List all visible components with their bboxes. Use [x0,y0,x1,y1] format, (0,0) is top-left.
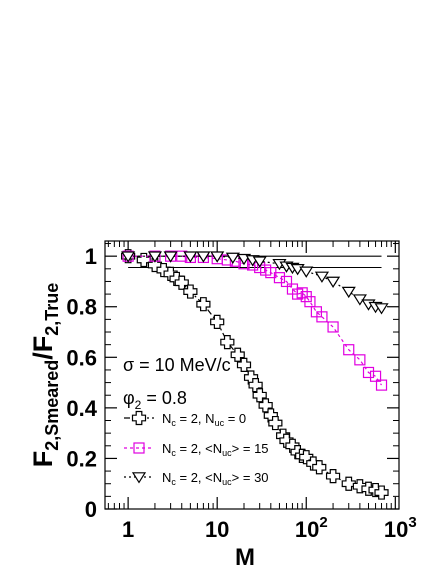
series-layer [121,249,389,500]
cross-point [312,460,327,475]
legend-label: Nc = 2, Nuc = 0 [162,411,246,428]
triangle-point [299,266,314,278]
y-tick-label: 0 [85,497,97,522]
cross-point [236,357,252,372]
square-point [273,272,286,284]
legend: Nc = 2, Nuc = 0 Nc = 2, <Nuc> = 15 Nc = 2,… [124,410,269,487]
x-tick-label: 1 [122,517,134,542]
legend-label: Nc = 2, <Nuc> = 30 [162,470,269,487]
triangle-point [225,252,240,264]
cross-point [183,284,198,299]
series-1 [121,249,389,500]
legend-entry-3: Nc = 2, <Nuc> = 30 [124,470,269,487]
triangle-point [341,286,356,299]
triangle-point [374,303,389,315]
y-axis-title: F2,Smeared/F2,True [28,283,62,468]
legend-entry-1: Nc = 2, Nuc = 0 [124,410,246,428]
square-point [369,370,382,382]
sigma-annotation: σ = 10 MeV/c [123,355,231,375]
square-point [375,379,388,391]
y-tick-label: 0.6 [66,345,97,370]
triangle-point [163,251,178,263]
triangle-point [252,256,267,268]
cross-point [325,469,341,484]
cross-point [230,347,245,362]
cross-point [268,415,283,431]
series-3 [121,251,389,315]
legend-label: Nc = 2, <Nuc> = 15 [162,441,269,458]
triangle-point [314,271,330,283]
legend-entry-2: Nc = 2, <Nuc> = 15 [124,441,269,458]
y-tick-label: 0.8 [66,295,97,320]
cross-point [210,314,225,330]
square-point [280,275,293,288]
legend-square-point [133,442,145,454]
triangle-point [196,251,211,263]
cross-point [341,476,356,491]
cross-point [196,297,211,312]
cross-point [220,335,235,350]
triangle-point [210,251,225,263]
y-tick-label: 1 [85,244,97,269]
legend-cross-point [131,410,147,426]
cross-point [374,485,389,500]
y-tick-label: 0.4 [66,396,97,421]
triangle-point [325,276,341,288]
x-tick-label: 10 [205,517,229,542]
phi-annotation: φ2 = 0.8 [123,388,187,412]
x-tick-label: 102 [295,514,328,542]
square-point [296,287,308,299]
x-tick-label: 103 [384,514,417,542]
square-point [327,321,339,333]
square-point [354,354,366,366]
series-2-line [128,255,382,386]
triangle-point [121,251,136,263]
square-point [304,296,316,308]
y-axis: 0 0.2 0.4 0.6 0.8 1 [66,243,399,522]
legend-triangle-point [131,472,147,484]
y-tick-label: 0.2 [66,446,97,471]
square-point [316,311,328,323]
plot-frame [104,240,400,510]
square-point [362,366,375,379]
x-axis-title: M [235,544,255,571]
cross-point [136,252,151,268]
square-point [343,344,355,356]
x-axis: 1 10 102 103 [107,241,417,542]
triangle-point [183,251,198,263]
cross-point [352,479,367,494]
triangle-point [147,251,163,263]
